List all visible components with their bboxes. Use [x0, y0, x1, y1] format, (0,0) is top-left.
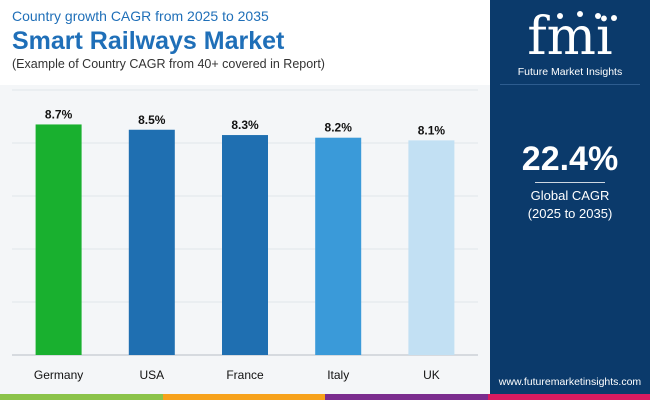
- chart-title: Smart Railways Market: [12, 27, 285, 55]
- cagr-underline: [535, 182, 605, 183]
- bar-france: [222, 135, 268, 355]
- data-label-germany: 8.7%: [45, 107, 73, 121]
- sidebar-panel: fmi Future Market Insights 22.4% Global …: [490, 0, 650, 394]
- website-link[interactable]: www.futuremarketinsights.com: [498, 376, 642, 388]
- bar-italy: [315, 137, 362, 355]
- x-tick-label-germany: Germany: [34, 368, 83, 382]
- global-cagr-value: 22.4%: [521, 140, 619, 178]
- chart-header: Country growth CAGR from 2025 to 2035 Sm…: [0, 0, 490, 85]
- global-cagr-label: Global CAGR: [530, 188, 610, 203]
- bar-chart: 8.7% Germany 8.5% USA 8.3% France 8.2% Italy 8.1…: [12, 89, 478, 382]
- fmi-logo-icon: fmi: [527, 7, 617, 67]
- bar-uk: [408, 140, 455, 355]
- stripe-segment-purple: [325, 394, 488, 400]
- x-tick-label-france: France: [226, 368, 264, 382]
- bottom-color-stripe: [0, 394, 650, 400]
- stripe-segment-green: [0, 394, 163, 400]
- bar-usa: [128, 129, 175, 355]
- sidebar-divider: [500, 84, 640, 85]
- brand-name: Future Market Insights: [517, 66, 623, 78]
- global-cagr-period: (2025 to 2035): [527, 206, 613, 221]
- data-label-usa: 8.5%: [138, 113, 166, 127]
- x-tick-label-uk: UK: [423, 368, 440, 382]
- x-tick-label-italy: Italy: [327, 368, 349, 382]
- chart-subtitle: (Example of Country CAGR from 40+ covere…: [12, 57, 325, 71]
- stripe-segment-pink: [487, 394, 650, 400]
- x-tick-label-usa: USA: [139, 368, 164, 382]
- data-label-italy: 8.2%: [325, 121, 353, 135]
- data-label-uk: 8.1%: [418, 123, 446, 137]
- bar-germany: [35, 124, 82, 355]
- fmi-logo: fmi Future Market Insights: [510, 6, 630, 78]
- data-label-france: 8.3%: [231, 118, 259, 132]
- chart-supertitle: Country growth CAGR from 2025 to 2035: [12, 8, 269, 24]
- stripe-segment-orange: [162, 394, 325, 400]
